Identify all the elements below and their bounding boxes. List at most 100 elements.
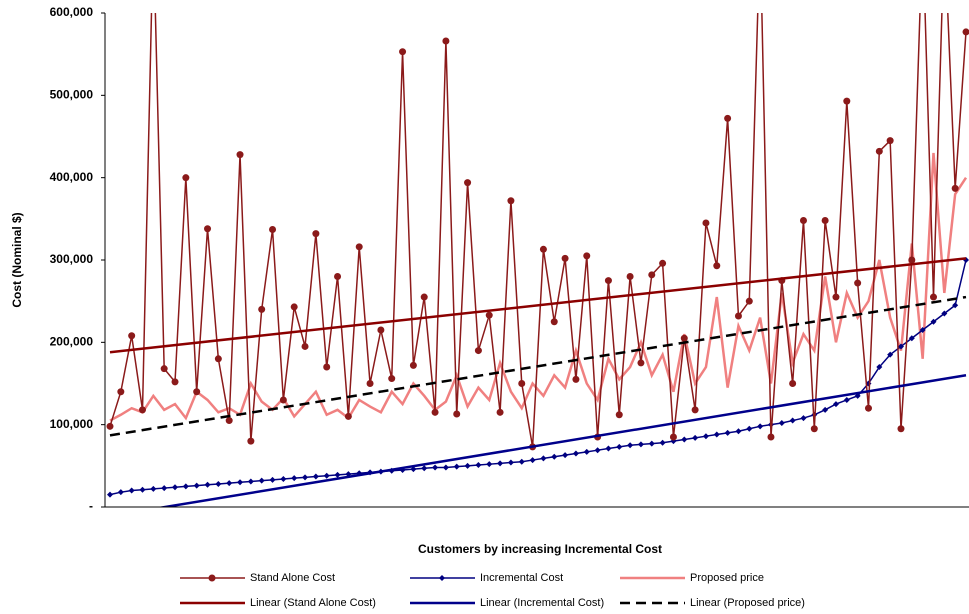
point (843, 97, 851, 105)
point (551, 453, 558, 460)
point (518, 458, 525, 465)
point (258, 477, 265, 484)
point (648, 440, 655, 447)
point (312, 230, 320, 238)
y-tick-label: 300,000 (50, 252, 94, 266)
point (182, 483, 189, 490)
point (605, 445, 612, 452)
point (225, 417, 233, 425)
point (583, 448, 590, 455)
point (117, 489, 124, 496)
point (107, 491, 113, 498)
point (160, 365, 168, 373)
point (832, 293, 840, 301)
point (724, 114, 732, 122)
point (464, 179, 472, 187)
point (745, 297, 753, 305)
point (789, 380, 797, 387)
point (681, 436, 688, 443)
point (226, 480, 233, 487)
point (139, 486, 146, 493)
point (214, 355, 222, 363)
point (215, 480, 222, 487)
point (919, 326, 926, 333)
point (302, 474, 309, 481)
point (193, 388, 201, 396)
legend-marker (208, 574, 216, 582)
point (247, 478, 254, 485)
point (431, 408, 439, 416)
legend-marker (439, 575, 445, 581)
point (193, 482, 200, 489)
point (627, 442, 634, 449)
point (344, 412, 352, 420)
point (648, 271, 656, 279)
point (377, 326, 385, 334)
legend-label: Proposed price (690, 572, 764, 584)
point (713, 431, 720, 438)
point (821, 216, 829, 224)
point (724, 429, 731, 436)
y-tick-label: 200,000 (50, 335, 94, 349)
point (572, 375, 580, 383)
point (150, 485, 157, 492)
point (615, 411, 623, 419)
point (334, 471, 341, 478)
point (734, 312, 742, 320)
point (236, 151, 244, 159)
point (540, 455, 547, 462)
point (269, 226, 277, 234)
point (669, 433, 677, 441)
point (832, 401, 839, 408)
point (323, 363, 331, 371)
point (843, 396, 850, 403)
point (572, 450, 579, 457)
point (291, 475, 298, 482)
point (822, 406, 829, 413)
point (810, 425, 818, 433)
point (691, 406, 699, 414)
point (539, 245, 547, 253)
point (323, 472, 330, 479)
series-line (109, 152, 968, 422)
point (474, 347, 482, 355)
point (161, 485, 168, 492)
trend-line (109, 257, 967, 354)
point (269, 476, 276, 483)
point (659, 439, 666, 446)
x-axis-label: Customers by increasing Incremental Cost (418, 542, 662, 556)
point (864, 404, 872, 412)
point (778, 420, 785, 427)
point (204, 225, 212, 233)
point (421, 465, 428, 472)
trend-line (157, 374, 967, 507)
y-tick-label: 600,000 (50, 5, 94, 19)
point (604, 277, 612, 285)
point (908, 256, 916, 264)
y-tick-label: - (89, 499, 93, 513)
point (280, 476, 287, 483)
point (886, 137, 894, 145)
point (962, 28, 969, 36)
point (930, 318, 937, 325)
point (237, 479, 244, 486)
point (388, 375, 396, 383)
point (680, 334, 688, 342)
point (485, 311, 493, 319)
legend-label: Linear (Stand Alone Cost) (250, 597, 376, 609)
point (616, 443, 623, 450)
point (290, 303, 298, 311)
point (366, 380, 374, 387)
point (172, 484, 179, 491)
point (702, 433, 709, 440)
point (746, 425, 753, 432)
point (453, 410, 461, 418)
point (464, 462, 471, 469)
point (312, 473, 319, 480)
point (767, 433, 775, 441)
point (757, 423, 764, 430)
point (117, 388, 125, 396)
point (518, 380, 526, 387)
point (128, 332, 136, 340)
point (486, 461, 493, 468)
